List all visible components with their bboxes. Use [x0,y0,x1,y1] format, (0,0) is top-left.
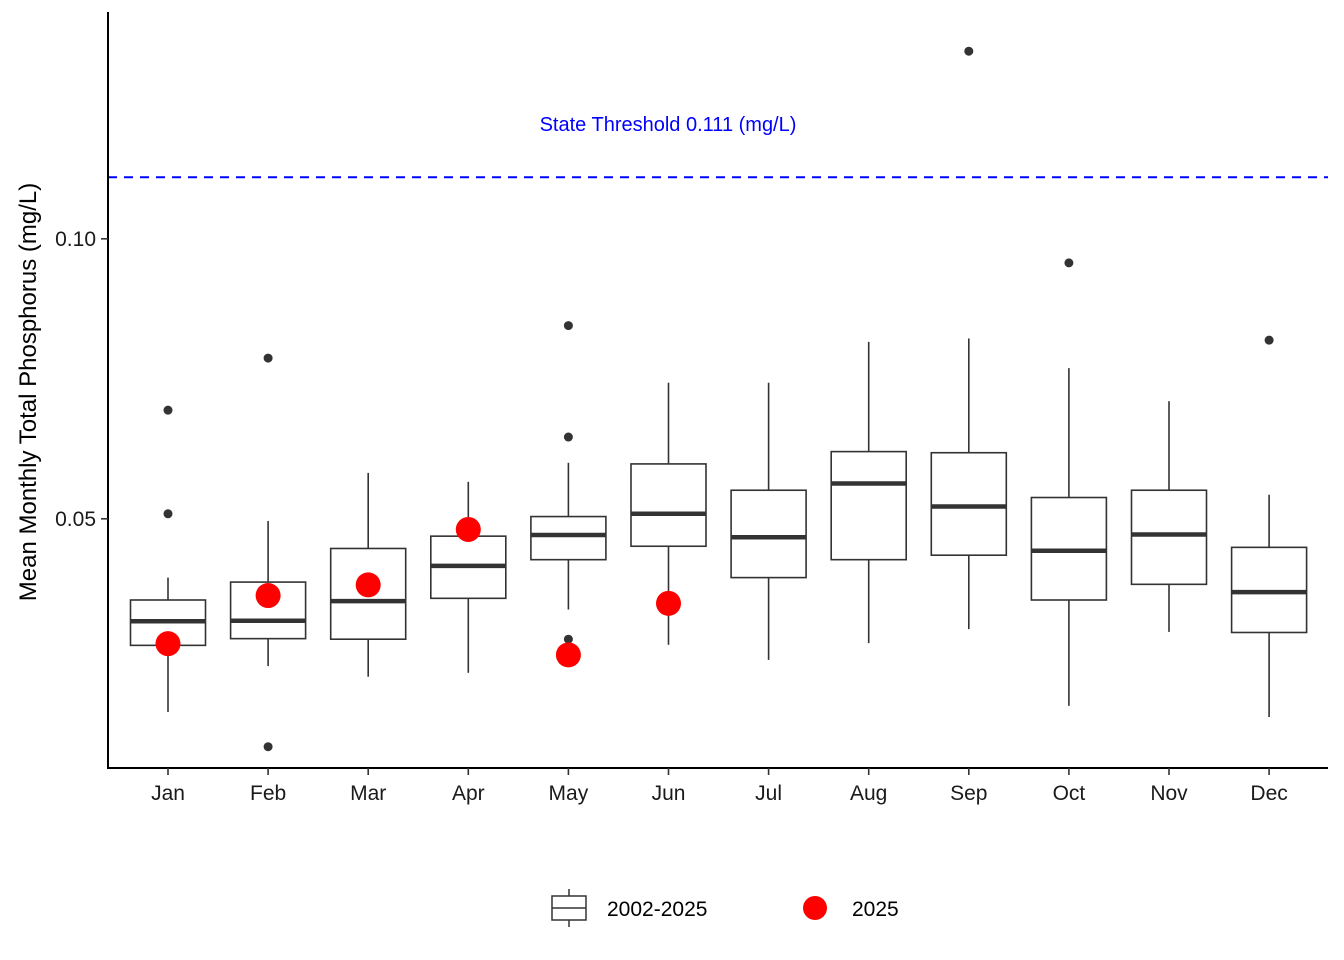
point-layer [155,516,681,668]
x-tick-label: Aug [850,782,887,805]
outlier-point [563,432,573,442]
box-iqr [930,451,1008,557]
box-sep [930,46,1008,630]
box-iqr [229,581,307,640]
x-tick-label: Nov [1150,782,1188,805]
box-iqr [830,450,908,561]
x-tick-label: Mar [350,782,386,805]
legend-item-points: 2025 [803,896,899,921]
outlier-point [563,321,573,331]
outlier-point [964,46,974,56]
box-feb [229,353,307,752]
outlier-point [563,634,573,644]
point-2025-feb [255,583,281,609]
legend-label-points: 2025 [852,898,899,921]
box-dec [1230,335,1308,718]
legend-label-boxplot: 2002-2025 [607,898,707,921]
x-tick-label: Jun [652,782,686,805]
outlier-point [1064,258,1074,268]
y-tick-label: 0.10 [55,228,96,251]
legend: 2002-2025 2025 [551,889,899,927]
y-axis-title: Mean Monthly Total Phosphorus (mg/L) [15,183,42,601]
point-2025-jun [656,590,681,616]
x-tick-label: Apr [452,782,485,805]
outlier-point [163,509,173,519]
outlier-point [263,742,273,752]
box-iqr [1130,489,1208,586]
y-tick-label: 0.05 [55,508,96,531]
x-tick-label: Dec [1250,782,1287,805]
x-tick-label: Feb [250,782,286,805]
box-nov [1130,401,1208,632]
point-2025-may [555,642,581,668]
box-iqr [730,489,807,579]
threshold-label: State Threshold 0.111 (mg/L) [540,114,797,136]
point-2025-jan [155,631,181,657]
x-tick-label: Sep [950,782,987,805]
x-tick-label: Jul [755,782,782,805]
box-jun [630,382,707,645]
legend-item-boxplot: 2002-2025 [551,889,707,927]
point-2025-mar [355,572,381,598]
box-apr [429,481,507,673]
y-axis-ticks: 0.05 0.10 [55,228,108,531]
box-may [530,321,607,644]
box-oct [1030,258,1108,706]
box-jan [129,405,207,712]
outlier-point [263,353,273,363]
boxplot-layer [129,46,1308,752]
outlier-point [1264,335,1274,345]
x-tick-label: Oct [1053,782,1086,805]
box-aug [830,341,908,644]
x-tick-label: May [549,782,589,805]
outlier-point [163,405,173,415]
box-iqr [530,515,607,561]
x-tick-label: Jan [151,782,185,805]
point-2025-apr [455,516,481,542]
box-iqr [630,463,707,548]
x-axis-ticks: Jan Feb Mar Apr May Jun Jul Aug Sep Oct Nov Dec [151,768,1288,805]
box-jul [730,382,807,660]
legend-point-key [803,896,827,920]
